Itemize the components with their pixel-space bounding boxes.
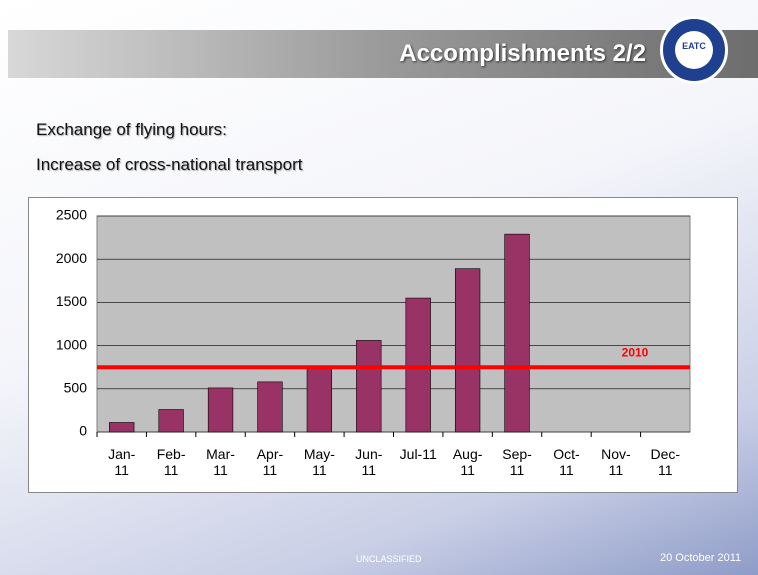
reference-label: 2010 xyxy=(622,345,649,359)
x-tick-label: Feb-11 xyxy=(156,446,186,478)
y-tick-label: 0 xyxy=(79,423,87,439)
x-tick-label: Jun-11 xyxy=(355,446,383,478)
x-tick-label: Apr-11 xyxy=(256,446,284,478)
slide-title: Accomplishments 2/2 xyxy=(399,40,646,67)
x-tick-label: May-11 xyxy=(303,446,335,478)
bar xyxy=(109,422,135,433)
plot-area xyxy=(96,215,691,433)
x-tick-label: Mar-11 xyxy=(206,446,235,478)
x-tick-label: Jul-11 xyxy=(399,446,437,462)
bar xyxy=(504,233,530,433)
bar xyxy=(454,268,481,433)
x-tick-label: Nov-11 xyxy=(601,446,631,478)
x-tick-label: Aug-11 xyxy=(452,446,483,478)
bullet: Exchange of flying hours: xyxy=(36,120,227,139)
bar xyxy=(356,340,382,433)
classification: UNCLASSIFIED xyxy=(356,554,422,564)
y-tick-label: 500 xyxy=(64,380,88,396)
logo-text: EATC xyxy=(675,31,713,69)
y-tick-label: 2500 xyxy=(56,207,87,223)
bullet: Increase of cross-national transport xyxy=(36,155,303,174)
bar xyxy=(306,366,333,433)
title-bar xyxy=(8,30,758,78)
bar xyxy=(257,381,283,433)
x-tick-label: Dec-11 xyxy=(650,446,681,478)
y-tick-label: 1000 xyxy=(56,336,87,352)
y-tick-label: 2000 xyxy=(56,250,87,266)
bar xyxy=(158,409,184,433)
x-tick-label: Jan-11 xyxy=(108,446,136,478)
bar xyxy=(207,387,234,433)
y-tick-label: 1500 xyxy=(56,293,87,309)
logo: EATC xyxy=(660,16,728,84)
x-tick-label: Oct-11 xyxy=(553,446,580,478)
x-tick-label: Sep-11 xyxy=(502,446,532,478)
bar xyxy=(405,297,431,433)
date: 20 October 2011 xyxy=(660,552,742,564)
